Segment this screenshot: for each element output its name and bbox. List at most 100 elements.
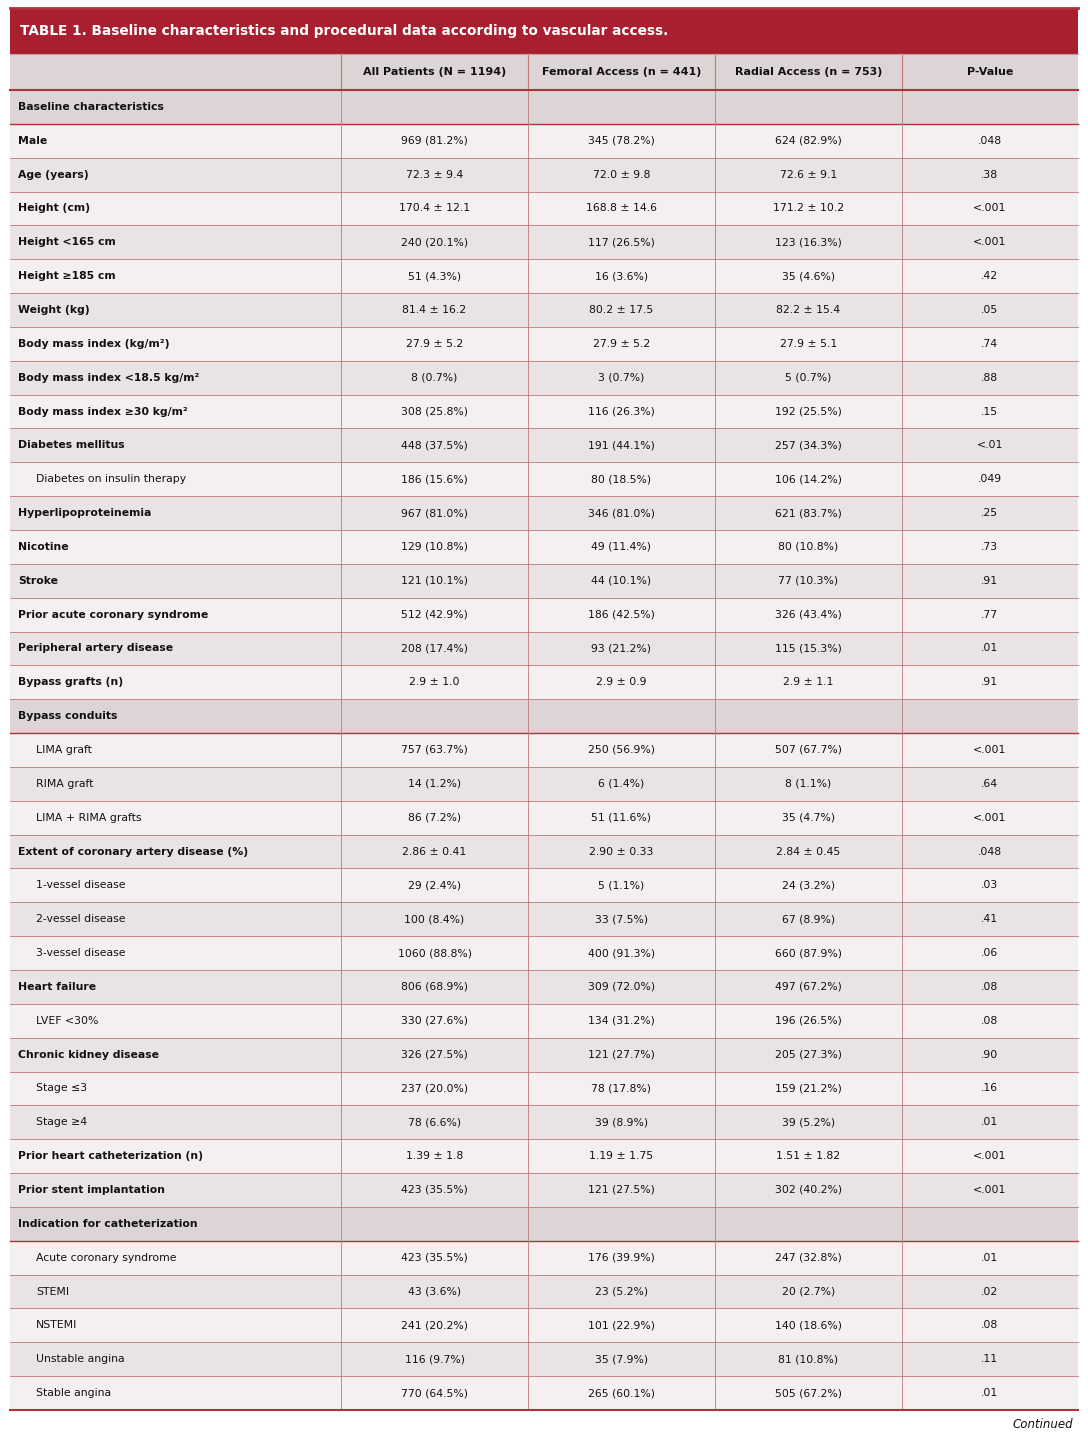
Bar: [10, 598, 1078, 632]
Text: Baseline characteristics: Baseline characteristics: [18, 102, 164, 112]
Text: .08: .08: [981, 1320, 999, 1331]
Text: 205 (27.3%): 205 (27.3%): [775, 1050, 842, 1060]
Text: .90: .90: [981, 1050, 999, 1060]
Text: All Patients (N = 1194): All Patients (N = 1194): [363, 68, 506, 76]
Text: Acute coronary syndrome: Acute coronary syndrome: [36, 1253, 176, 1263]
Bar: [10, 564, 1078, 598]
Text: Height <165 cm: Height <165 cm: [18, 238, 115, 248]
Text: NSTEMI: NSTEMI: [36, 1320, 77, 1331]
Text: 51 (4.3%): 51 (4.3%): [408, 271, 461, 281]
Text: 186 (42.5%): 186 (42.5%): [588, 609, 655, 619]
Text: Height (cm): Height (cm): [18, 203, 90, 213]
Text: 967 (81.0%): 967 (81.0%): [401, 508, 468, 518]
Text: 77 (10.3%): 77 (10.3%): [778, 576, 839, 586]
Text: 250 (56.9%): 250 (56.9%): [588, 744, 655, 755]
Text: .15: .15: [981, 406, 999, 416]
Bar: [10, 9, 1078, 53]
Text: STEMI: STEMI: [36, 1286, 70, 1296]
Text: 82.2 ± 15.4: 82.2 ± 15.4: [776, 305, 840, 315]
Text: 116 (9.7%): 116 (9.7%): [405, 1354, 465, 1364]
Text: 39 (5.2%): 39 (5.2%): [782, 1117, 834, 1128]
Text: Nicotine: Nicotine: [18, 541, 69, 552]
Text: TABLE 1. Baseline characteristics and procedural data according to vascular acce: TABLE 1. Baseline characteristics and pr…: [20, 24, 668, 37]
Text: 44 (10.1%): 44 (10.1%): [592, 576, 652, 586]
Bar: [10, 1309, 1078, 1342]
Text: 3 (0.7%): 3 (0.7%): [598, 373, 644, 383]
Text: 265 (60.1%): 265 (60.1%): [588, 1388, 655, 1398]
Text: 23 (5.2%): 23 (5.2%): [595, 1286, 648, 1296]
Bar: [10, 801, 1078, 835]
Text: 93 (21.2%): 93 (21.2%): [592, 644, 652, 654]
Text: .02: .02: [981, 1286, 999, 1296]
Text: 35 (7.9%): 35 (7.9%): [595, 1354, 648, 1364]
Text: 2.84 ± 0.45: 2.84 ± 0.45: [776, 847, 840, 857]
Text: 129 (10.8%): 129 (10.8%): [401, 541, 468, 552]
Text: 159 (21.2%): 159 (21.2%): [775, 1083, 842, 1093]
Text: .08: .08: [981, 982, 999, 992]
Text: 240 (20.1%): 240 (20.1%): [401, 238, 468, 248]
Text: 80 (10.8%): 80 (10.8%): [778, 541, 839, 552]
Text: 1.51 ± 1.82: 1.51 ± 1.82: [776, 1151, 840, 1161]
Text: <.01: <.01: [977, 441, 1003, 451]
Bar: [10, 395, 1078, 429]
Text: 5 (1.1%): 5 (1.1%): [598, 880, 644, 890]
Bar: [10, 53, 1078, 89]
Text: LIMA + RIMA grafts: LIMA + RIMA grafts: [36, 812, 141, 822]
Bar: [10, 294, 1078, 327]
Bar: [10, 124, 1078, 158]
Text: Continued: Continued: [1012, 1418, 1073, 1431]
Text: LVEF <30%: LVEF <30%: [36, 1015, 98, 1025]
Text: 100 (8.4%): 100 (8.4%): [405, 914, 465, 924]
Text: 20 (2.7%): 20 (2.7%): [781, 1286, 834, 1296]
Text: 16 (3.6%): 16 (3.6%): [595, 271, 648, 281]
Text: 39 (8.9%): 39 (8.9%): [595, 1117, 648, 1128]
Bar: [10, 1207, 1078, 1241]
Text: <.001: <.001: [973, 812, 1006, 822]
Text: 78 (6.6%): 78 (6.6%): [408, 1117, 461, 1128]
Text: Body mass index <18.5 kg/m²: Body mass index <18.5 kg/m²: [18, 373, 199, 383]
Bar: [10, 259, 1078, 294]
Text: Body mass index ≥30 kg/m²: Body mass index ≥30 kg/m²: [18, 406, 188, 416]
Text: <.001: <.001: [973, 203, 1006, 213]
Text: .01: .01: [981, 1388, 999, 1398]
Text: 192 (25.5%): 192 (25.5%): [775, 406, 842, 416]
Text: 80 (18.5%): 80 (18.5%): [592, 474, 652, 484]
Text: Stable angina: Stable angina: [36, 1388, 111, 1398]
Text: 35 (4.7%): 35 (4.7%): [782, 812, 834, 822]
Text: .049: .049: [978, 474, 1002, 484]
Bar: [10, 835, 1078, 868]
Bar: [10, 192, 1078, 226]
Text: .91: .91: [981, 576, 999, 586]
Text: .74: .74: [981, 338, 999, 348]
Text: .06: .06: [981, 948, 999, 958]
Text: Heart failure: Heart failure: [18, 982, 96, 992]
Text: 308 (25.8%): 308 (25.8%): [401, 406, 468, 416]
Text: 302 (40.2%): 302 (40.2%): [775, 1185, 842, 1195]
Text: 423 (35.5%): 423 (35.5%): [401, 1253, 468, 1263]
Bar: [10, 497, 1078, 530]
Text: 134 (31.2%): 134 (31.2%): [588, 1015, 655, 1025]
Bar: [10, 1038, 1078, 1071]
Bar: [10, 1106, 1078, 1139]
Bar: [10, 1274, 1078, 1309]
Text: 101 (22.9%): 101 (22.9%): [588, 1320, 655, 1331]
Text: 27.9 ± 5.2: 27.9 ± 5.2: [593, 338, 650, 348]
Text: Stage ≥4: Stage ≥4: [36, 1117, 87, 1128]
Text: Radial Access (n = 753): Radial Access (n = 753): [734, 68, 882, 76]
Text: .91: .91: [981, 677, 999, 687]
Text: 1060 (88.8%): 1060 (88.8%): [397, 948, 471, 958]
Text: .11: .11: [981, 1354, 999, 1364]
Bar: [10, 936, 1078, 971]
Text: 176 (39.9%): 176 (39.9%): [588, 1253, 655, 1263]
Text: 171.2 ± 10.2: 171.2 ± 10.2: [772, 203, 844, 213]
Text: 35 (4.6%): 35 (4.6%): [782, 271, 834, 281]
Text: .38: .38: [981, 170, 999, 180]
Text: 8 (1.1%): 8 (1.1%): [786, 779, 831, 789]
Text: 621 (83.7%): 621 (83.7%): [775, 508, 842, 518]
Text: 116 (26.3%): 116 (26.3%): [588, 406, 655, 416]
Text: 123 (16.3%): 123 (16.3%): [775, 238, 842, 248]
Text: 106 (14.2%): 106 (14.2%): [775, 474, 842, 484]
Text: 72.6 ± 9.1: 72.6 ± 9.1: [780, 170, 837, 180]
Bar: [10, 665, 1078, 700]
Text: 309 (72.0%): 309 (72.0%): [588, 982, 655, 992]
